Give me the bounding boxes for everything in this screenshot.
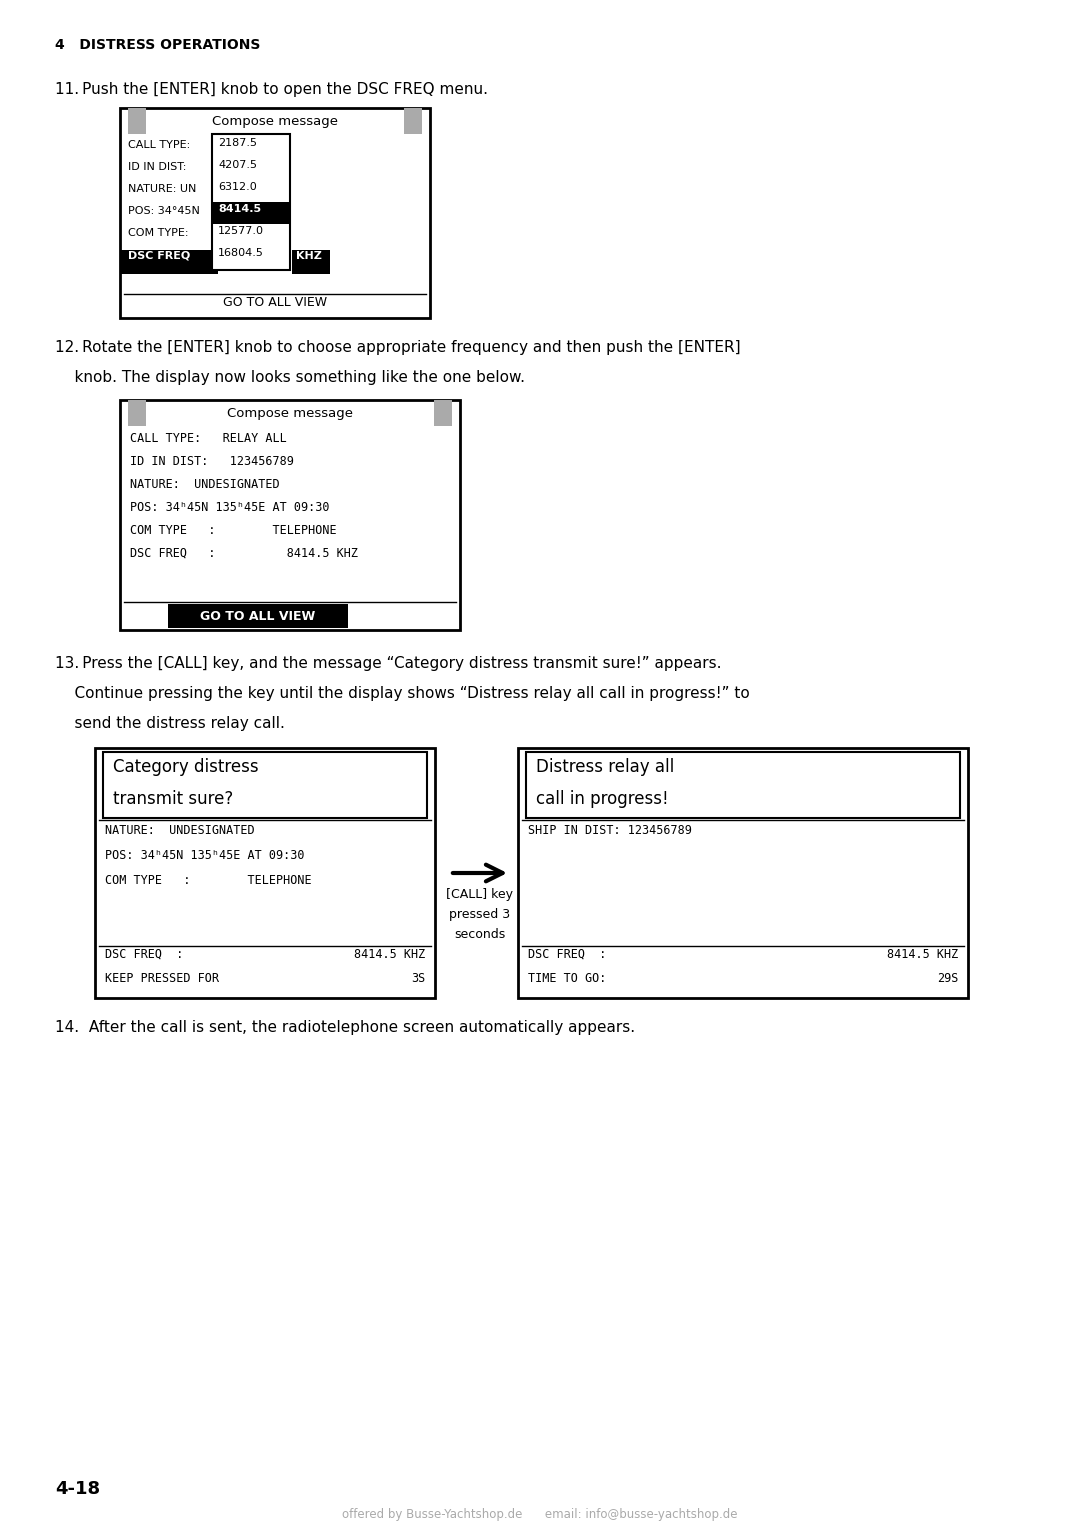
Bar [103, 752, 427, 817]
Text: 14.  After the call is sent, the radiotelephone screen automatically appears.: 14. After the call is sent, the radiotel… [55, 1021, 635, 1034]
Text: 6312.0: 6312.0 [218, 182, 257, 193]
Text: DSC FREQ  :: DSC FREQ : [528, 947, 606, 961]
Text: GO TO ALL VIEW: GO TO ALL VIEW [222, 296, 327, 309]
Text: knob. The display now looks something like the one below.: knob. The display now looks something li… [55, 370, 525, 385]
Text: POS: 34ʰ45N 135ʰ45E AT 09:30: POS: 34ʰ45N 135ʰ45E AT 09:30 [105, 850, 305, 862]
Text: DSC FREQ   :          8414.5 KHZ: DSC FREQ : 8414.5 KHZ [130, 547, 357, 559]
Bar [518, 749, 968, 998]
Text: COM TYPE   :        TELEPHONE: COM TYPE : TELEPHONE [130, 524, 337, 536]
Bar [129, 400, 146, 426]
Bar [95, 749, 435, 998]
Text: call in progress!: call in progress! [536, 790, 669, 808]
Bar [292, 251, 330, 274]
Text: COM TYPE   :        TELEPHONE: COM TYPE : TELEPHONE [105, 874, 312, 886]
Text: 11. Push the [ENTER] knob to open the DSC FREQ menu.: 11. Push the [ENTER] knob to open the DS… [55, 83, 488, 96]
Text: 2187.5: 2187.5 [218, 138, 257, 148]
Bar [434, 400, 453, 426]
Text: Compose message: Compose message [227, 406, 353, 420]
Text: [CALL] key: [CALL] key [446, 888, 513, 902]
Text: pressed 3: pressed 3 [449, 908, 511, 921]
Bar [404, 108, 422, 134]
Text: Continue pressing the key until the display shows “Distress relay all call in pr: Continue pressing the key until the disp… [55, 686, 750, 701]
Bar [120, 251, 218, 274]
Bar [120, 108, 430, 318]
Bar [129, 108, 146, 134]
Text: 4   DISTRESS OPERATIONS: 4 DISTRESS OPERATIONS [55, 38, 260, 52]
Text: 8414.5 KHZ: 8414.5 KHZ [887, 947, 958, 961]
Text: KEEP PRESSED FOR: KEEP PRESSED FOR [105, 972, 219, 986]
Text: NATURE:  UNDESIGNATED: NATURE: UNDESIGNATED [130, 478, 280, 490]
Bar [526, 752, 960, 817]
Text: 16804.5: 16804.5 [218, 248, 264, 258]
Text: send the distress relay call.: send the distress relay call. [55, 717, 285, 730]
Text: 4-18: 4-18 [55, 1481, 100, 1497]
Text: COM TYPE:: COM TYPE: [129, 228, 189, 238]
Text: 12. Rotate the [ENTER] knob to choose appropriate frequency and then push the [E: 12. Rotate the [ENTER] knob to choose ap… [55, 341, 741, 354]
Text: 29S: 29S [936, 972, 958, 986]
Text: CALL TYPE:: CALL TYPE: [129, 141, 190, 150]
Text: seconds: seconds [455, 927, 505, 941]
Text: 12577.0: 12577.0 [218, 226, 264, 235]
Text: 8414.5 KHZ: 8414.5 KHZ [354, 947, 426, 961]
Text: GO TO ALL VIEW: GO TO ALL VIEW [201, 610, 315, 622]
Text: TIME TO GO:: TIME TO GO: [528, 972, 606, 986]
Bar [212, 202, 291, 225]
Text: NATURE:  UNDESIGNATED: NATURE: UNDESIGNATED [105, 824, 255, 837]
Text: SHIP IN DIST: 123456789: SHIP IN DIST: 123456789 [528, 824, 692, 837]
Text: Distress relay all: Distress relay all [536, 758, 674, 776]
Text: DSC FREQ: DSC FREQ [129, 251, 190, 261]
Text: NATURE: UN: NATURE: UN [129, 183, 197, 194]
Text: POS: 34°45N: POS: 34°45N [129, 206, 200, 215]
Text: ID IN DIST:: ID IN DIST: [129, 162, 187, 173]
Text: 13. Press the [CALL] key, and the message “Category distress transmit sure!” app: 13. Press the [CALL] key, and the messag… [55, 656, 721, 671]
Bar [168, 604, 348, 628]
Text: ID IN DIST:   123456789: ID IN DIST: 123456789 [130, 455, 294, 468]
Text: DSC FREQ  :: DSC FREQ : [105, 947, 184, 961]
Text: 8414.5: 8414.5 [218, 205, 261, 214]
Text: POS: 34ʰ45N 135ʰ45E AT 09:30: POS: 34ʰ45N 135ʰ45E AT 09:30 [130, 501, 329, 513]
Text: Category distress: Category distress [113, 758, 258, 776]
Text: 3S: 3S [410, 972, 426, 986]
Text: 4207.5: 4207.5 [218, 160, 257, 170]
Text: CALL TYPE:   RELAY ALL: CALL TYPE: RELAY ALL [130, 432, 287, 445]
Bar [120, 400, 460, 630]
Bar [212, 134, 291, 270]
Text: KHZ: KHZ [296, 251, 322, 261]
Text: transmit sure?: transmit sure? [113, 790, 233, 808]
Text: Compose message: Compose message [212, 115, 338, 127]
Text: offered by Busse-Yachtshop.de      email: info@busse-yachtshop.de: offered by Busse-Yachtshop.de email: inf… [342, 1508, 738, 1520]
